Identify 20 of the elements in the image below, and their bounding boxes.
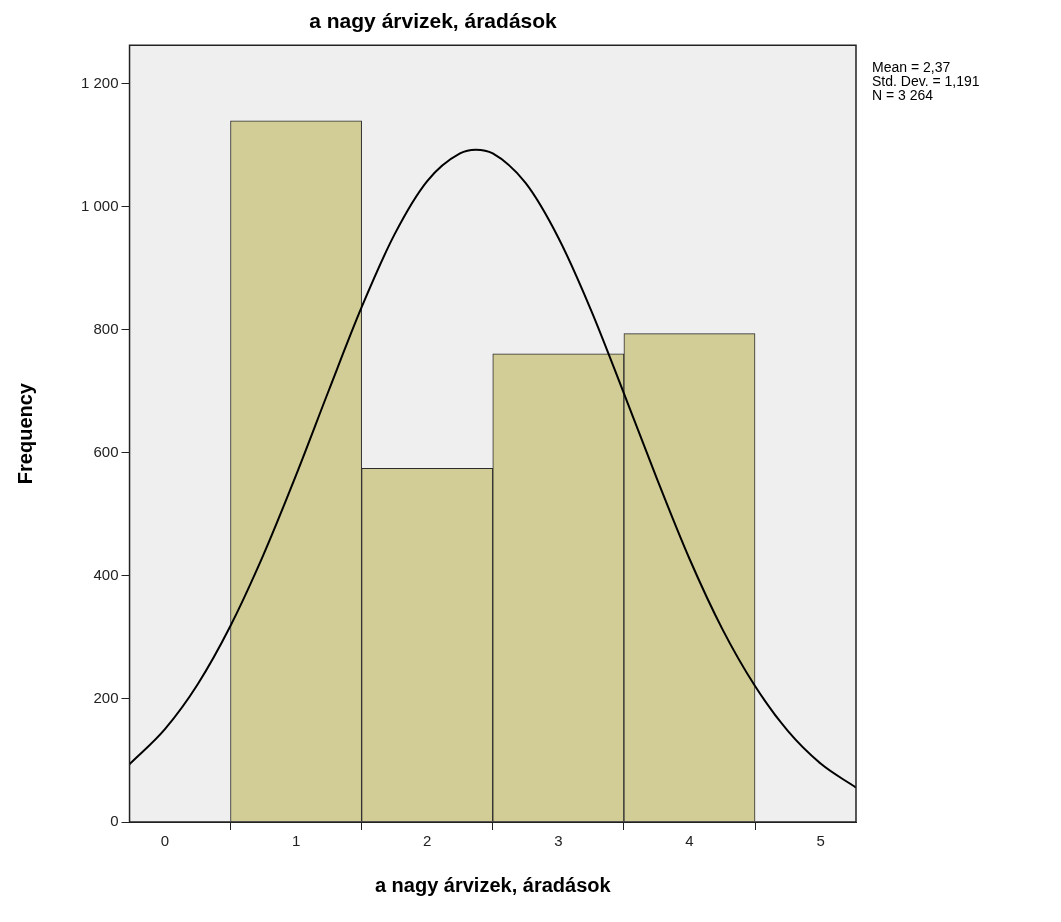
x-tick-label: 2: [423, 832, 432, 850]
text: Std. Dev. = 1,191: [872, 73, 980, 90]
line-series: [129, 148, 856, 789]
y-tick-label: 200: [93, 689, 119, 707]
y-tick-label: 1 200: [80, 74, 119, 92]
x-tick-label: 3: [554, 832, 563, 850]
y-tick-label: 800: [93, 320, 119, 338]
x-axis-title: a nagy árvizek, áradások: [374, 873, 612, 896]
y-tick-label: 1 000: [80, 197, 119, 215]
chart-title: a nagy árvizek, áradások: [309, 9, 558, 33]
text: Mean = 2,37: [872, 59, 951, 76]
x-tick-label: 0: [160, 832, 170, 850]
y-tick-label: 400: [93, 566, 119, 584]
x-tick-label: 5: [816, 832, 825, 850]
y-axis-title: Frequency: [13, 382, 36, 485]
x-tick-label: 1: [291, 832, 301, 850]
y-tick-label: 600: [93, 443, 119, 461]
x-tick-label: 4: [685, 832, 694, 850]
y-tick-label: 0: [110, 812, 119, 830]
text: N = 3 264: [872, 87, 934, 104]
